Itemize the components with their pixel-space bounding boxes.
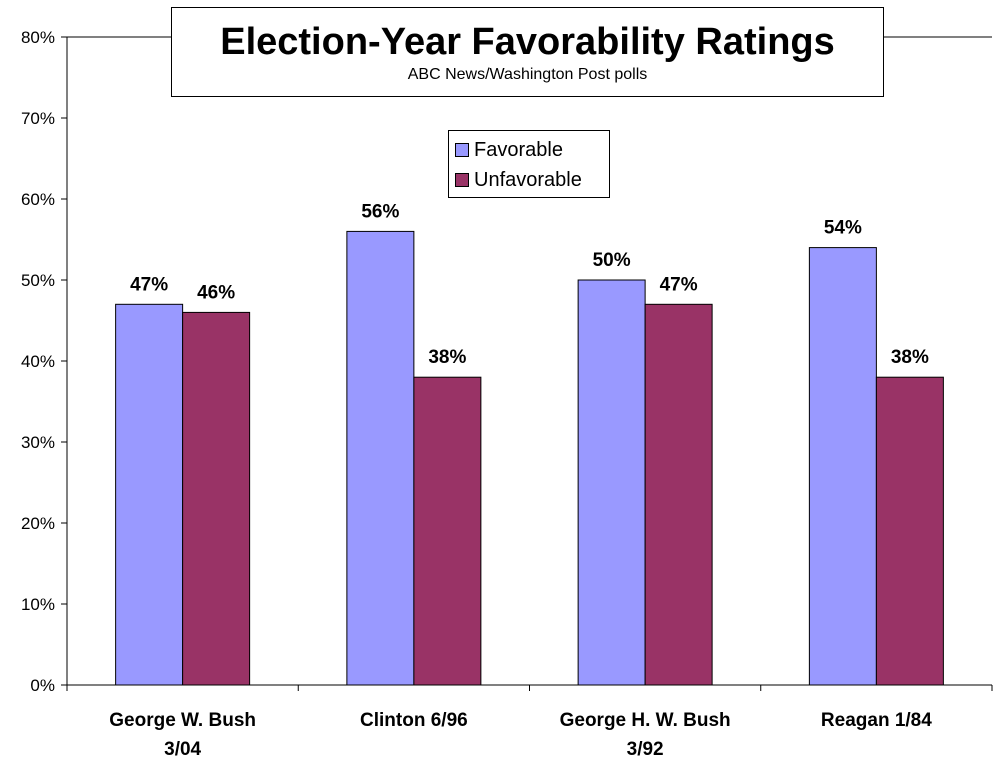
y-tick-label: 20% [21, 514, 55, 533]
y-tick-label: 30% [21, 433, 55, 452]
legend-label-favorable: Favorable [474, 138, 563, 161]
bar-unfavorable [644, 303, 713, 686]
y-tick-label: 80% [21, 28, 55, 47]
y-tick-label: 10% [21, 595, 55, 614]
legend-swatch-unfavorable [455, 173, 469, 187]
legend-label-unfavorable: Unfavorable [474, 168, 582, 191]
data-label: 47% [130, 274, 168, 295]
chart-title: Election-Year Favorability Ratings [220, 21, 835, 63]
data-label: 38% [428, 347, 466, 368]
bar-favorable [115, 303, 184, 686]
y-tick-label: 0% [30, 676, 55, 695]
x-tick-label: 3/04 [164, 739, 201, 759]
data-label: 54% [824, 218, 862, 239]
y-tick-label: 70% [21, 109, 55, 128]
data-label: 47% [660, 274, 698, 295]
legend: Favorable Unfavorable [448, 130, 610, 198]
x-tick-label: Reagan 1/84 [821, 710, 932, 731]
bar-favorable [577, 279, 646, 686]
x-tick-label: 3/92 [627, 739, 664, 759]
bar-unfavorable [182, 311, 251, 686]
bar-unfavorable [875, 376, 944, 686]
bar-unfavorable [413, 376, 482, 686]
bar-favorable [346, 230, 415, 686]
x-tick-label: George W. Bush [109, 710, 256, 731]
y-tick-label: 50% [21, 271, 55, 290]
chart-subtitle: ABC News/Washington Post polls [407, 66, 648, 83]
legend-item-unfavorable: Unfavorable [455, 165, 603, 195]
legend-swatch-favorable [455, 143, 469, 157]
x-tick-label: Clinton 6/96 [360, 710, 468, 731]
data-label: 56% [361, 201, 399, 222]
data-label: 50% [593, 250, 631, 271]
bar-favorable [808, 247, 877, 686]
y-tick-label: 40% [21, 352, 55, 371]
y-tick-label: 60% [21, 190, 55, 209]
legend-item-favorable: Favorable [455, 135, 603, 165]
chart-title-box: Election-Year Favorability Ratings ABC N… [171, 7, 884, 97]
x-tick-label: George H. W. Bush [560, 710, 731, 731]
data-label: 46% [197, 282, 235, 303]
data-label: 38% [891, 347, 929, 368]
